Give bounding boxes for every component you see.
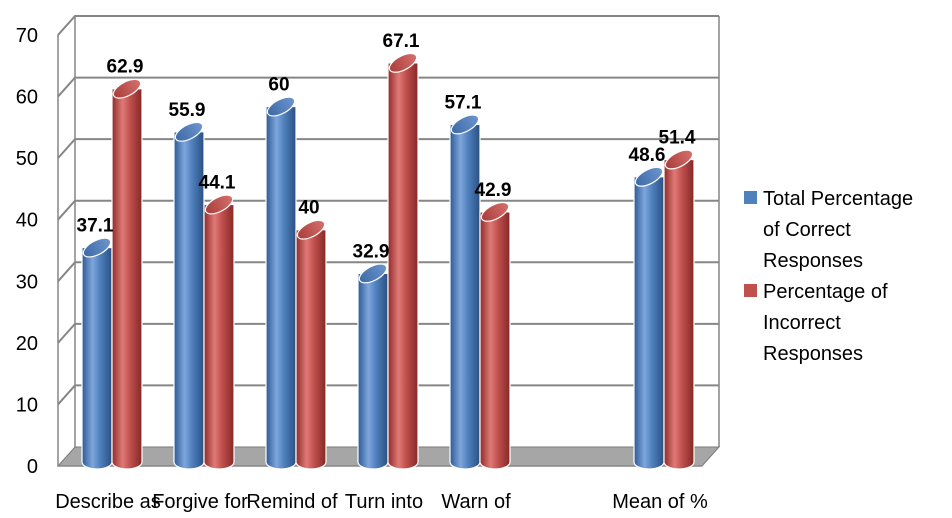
gridlines [57, 15, 719, 406]
x-category-label: Remind of [246, 491, 338, 513]
data-label: 60 [268, 75, 289, 96]
bar [203, 203, 235, 470]
bar [449, 123, 481, 470]
bar-top [450, 114, 480, 135]
x-category-label: Describe as [55, 491, 161, 513]
data-labels: 37.1 62.9 55.9 44.1 60 40 32.9 67.1 57.1 42.9 48.6… [77, 31, 696, 263]
x-category-label: Mean of % [612, 491, 708, 513]
data-label: 32.9 [353, 241, 390, 262]
data-label: 57.1 [445, 92, 482, 113]
bar [295, 229, 327, 470]
bar [663, 158, 695, 470]
x-category-label: Forgive for [152, 491, 248, 513]
data-label: 67.1 [383, 31, 420, 52]
bar [81, 246, 113, 470]
legend-label: Responses [763, 343, 863, 365]
x-category-label: Turn into [345, 491, 423, 513]
legend: Total Percentage of Correct Responses Perce… [744, 188, 913, 365]
legend-label: Total Percentage [763, 188, 913, 210]
bar-top [480, 201, 510, 222]
y-tick-label: 40 [16, 210, 38, 232]
data-label: 40 [298, 198, 319, 219]
bar-top [296, 219, 326, 240]
y-axis-ticks: 0 10 20 30 40 50 60 70 [16, 25, 38, 478]
bar [357, 272, 389, 470]
bars [81, 52, 695, 470]
bar-top [266, 96, 296, 117]
y-tick-label: 70 [16, 25, 38, 47]
legend-label: Incorrect [763, 312, 841, 334]
legend-label: Responses [763, 250, 863, 272]
bar-top [388, 52, 418, 73]
data-label: 51.4 [659, 128, 696, 149]
bar [479, 211, 511, 470]
y-tick-label: 50 [16, 148, 38, 170]
gridline [57, 138, 719, 159]
gridline [57, 15, 719, 36]
bar-top [174, 121, 204, 142]
y-tick-label: 30 [16, 271, 38, 293]
bar-top [664, 149, 694, 170]
data-label: 44.1 [199, 172, 236, 193]
bar-top [204, 194, 234, 215]
legend-label: of Correct [763, 219, 851, 241]
bar [111, 88, 143, 470]
legend-label: Percentage of [763, 281, 888, 303]
gridline [57, 199, 719, 221]
bar [265, 105, 297, 470]
legend-swatch [744, 284, 757, 297]
legend-swatch [744, 191, 757, 204]
data-label: 37.1 [77, 216, 114, 237]
data-label: 48.6 [629, 145, 666, 166]
x-category-label: Warn of [441, 491, 511, 513]
bar [387, 62, 419, 470]
y-tick-label: 20 [16, 333, 38, 355]
y-tick-label: 60 [16, 87, 38, 109]
bar [633, 176, 665, 470]
data-label: 42.9 [475, 180, 512, 201]
data-label: 55.9 [169, 100, 206, 121]
data-label: 62.9 [107, 57, 144, 78]
bar-top [634, 166, 664, 187]
bar-top [112, 78, 142, 99]
y-tick-label: 10 [16, 394, 38, 416]
gridline [57, 76, 719, 98]
bar-top [358, 263, 388, 284]
bar-top [82, 237, 112, 258]
y-tick-label: 0 [27, 456, 38, 478]
